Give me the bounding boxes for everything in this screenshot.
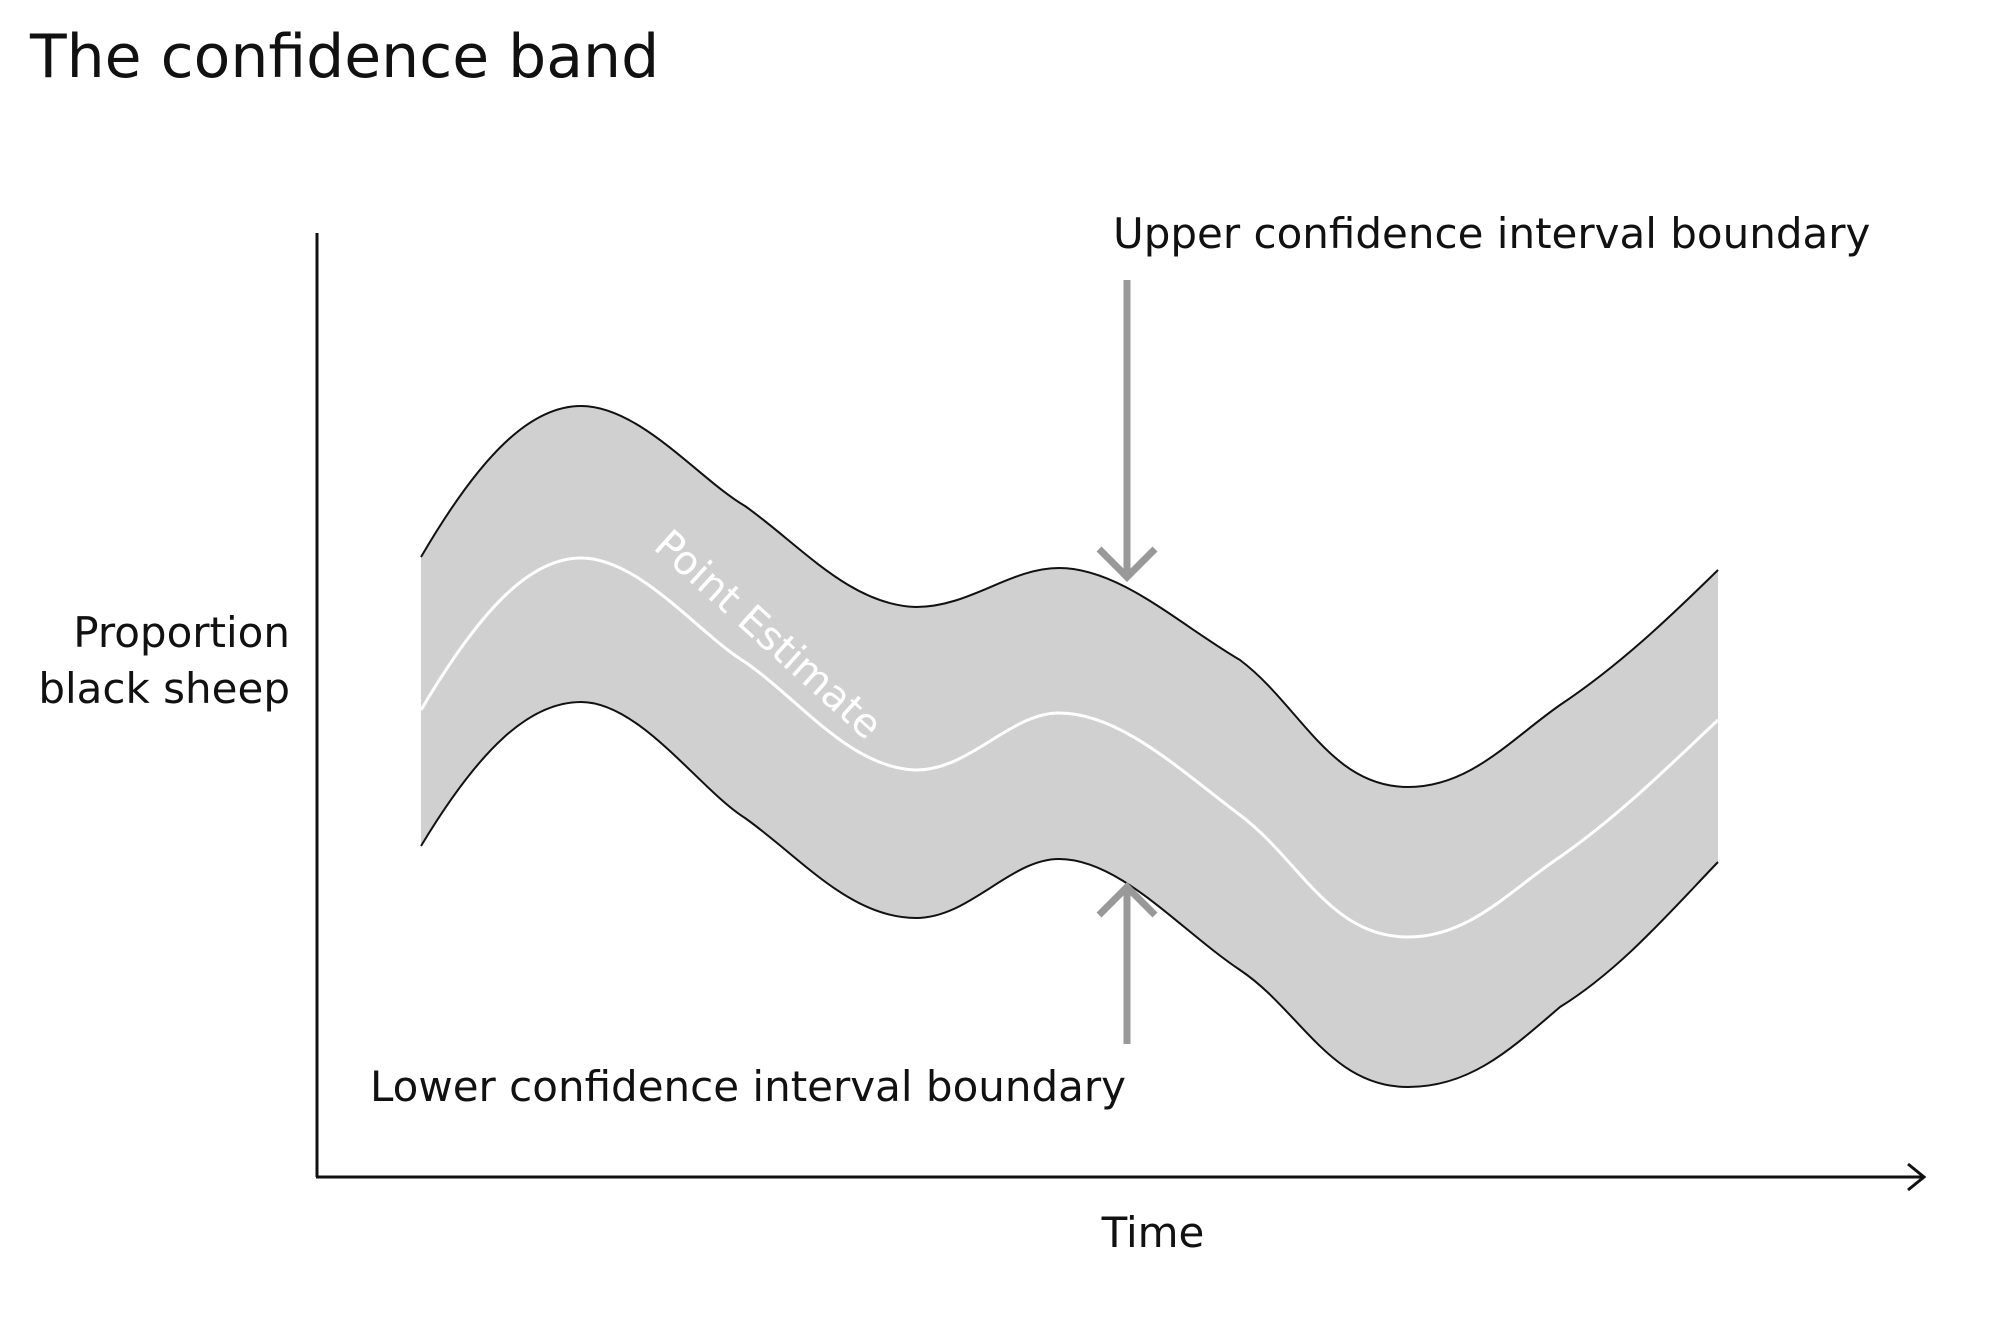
upper-arrow-head-icon (1096, 546, 1158, 582)
lower-boundary-label: Lower confidence interval boundary (370, 1062, 1126, 1111)
lower-boundary-line (420, 700, 1719, 1089)
upper-boundary-line (420, 404, 1719, 789)
y-axis-label-line2: black sheep (38, 664, 290, 713)
x-axis-arrowhead-icon (1907, 1162, 1927, 1192)
confidence-band-fill (421, 406, 1718, 1087)
upper-boundary-label: Upper confidence interval boundary (1113, 209, 1870, 258)
point-estimate-line (419, 556, 1720, 939)
x-axis-label: Time (1101, 1208, 1205, 1257)
diagram-title: The confidence band (30, 22, 660, 92)
y-axis-label-line1: Proportion (73, 608, 290, 657)
lower-arrow-head-icon (1096, 882, 1158, 918)
